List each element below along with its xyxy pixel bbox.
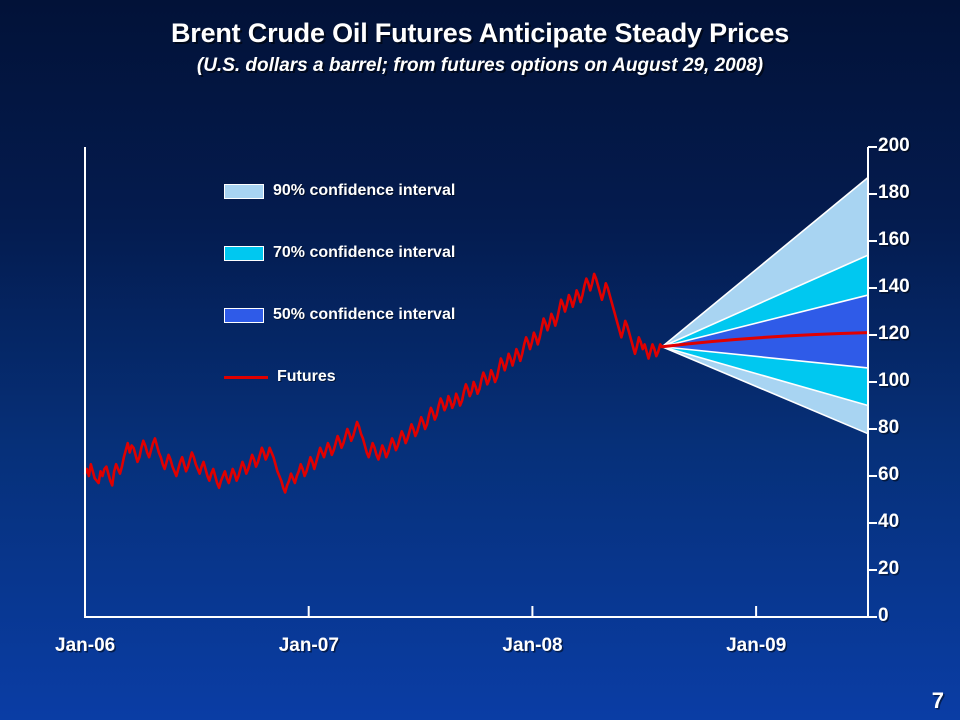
legend-item-label: 70% confidence interval [273, 244, 456, 261]
page-title: Brent Crude Oil Futures Anticipate Stead… [170, 18, 790, 48]
legend-item-0: 90% confidence interval [224, 180, 554, 202]
x-tick-label: Jan-08 [502, 635, 563, 656]
y-tick-label: 160 [878, 229, 910, 250]
futures-history-line [83, 272, 664, 494]
x-tick-label: Jan-07 [278, 635, 339, 656]
legend-color-swatch [224, 245, 264, 261]
y-tick-label: 180 [878, 182, 910, 203]
x-tick-label: Jan-06 [55, 635, 116, 656]
legend-item-label: 90% confidence interval [273, 182, 456, 199]
y-tick-label: 60 [878, 464, 900, 485]
y-tick-label: 100 [878, 370, 910, 391]
page-number: 7 [931, 688, 944, 713]
chart-legend: 90% confidence interval 70% confidence in… [224, 180, 554, 388]
legend-item-2: 50% confidence interval [224, 304, 554, 326]
y-tick-label: 80 [878, 417, 900, 438]
legend-item-1: 70% confidence interval [224, 242, 554, 264]
y-tick-label: 20 [878, 558, 900, 579]
legend-color-swatch [224, 183, 264, 199]
page-subtitle: (U.S. dollars a barrel; from futures opt… [196, 55, 764, 76]
legend-item-label: Futures [277, 368, 336, 385]
y-tick-label: 40 [878, 511, 900, 532]
futures-forecast-line [660, 331, 870, 349]
legend-item-label: 50% confidence interval [273, 306, 456, 323]
legend-line-swatch [224, 375, 268, 379]
x-tick-label: Jan-09 [726, 635, 787, 656]
y-tick-label: 120 [878, 323, 910, 344]
legend-color-swatch [224, 307, 264, 323]
legend-item-3: Futures [224, 366, 554, 388]
y-tick-label: 140 [878, 276, 910, 297]
y-tick-label: 0 [878, 605, 889, 626]
y-tick-label: 200 [878, 135, 910, 156]
title-block: Brent Crude Oil Futures Anticipate Stead… [0, 18, 960, 77]
